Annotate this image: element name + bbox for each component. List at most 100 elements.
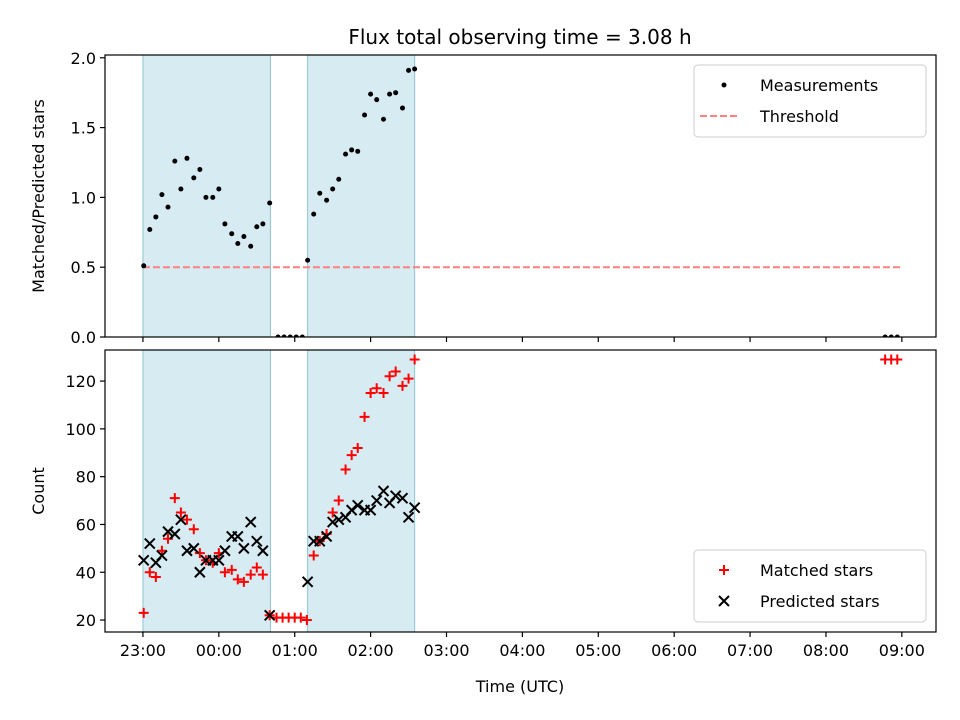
- point-0-22: [281, 334, 287, 337]
- point-1-7: [181, 545, 193, 557]
- point-1-6: [175, 513, 187, 526]
- y-tick-label-1-2: 60: [76, 515, 96, 534]
- x-axis-label: Time (UTC): [475, 677, 564, 696]
- shaded-interval-1: [307, 350, 416, 632]
- point-0-2: [153, 214, 159, 220]
- point-0-27: [311, 211, 317, 217]
- point-0-18: [251, 562, 262, 573]
- point-0-37: [374, 97, 380, 103]
- point-0-25: [295, 612, 306, 623]
- point-1-13: [219, 545, 231, 557]
- point-0-26: [305, 257, 311, 263]
- x-tick-label-5: 04:00: [499, 641, 545, 660]
- point-0-14: [226, 564, 237, 575]
- point-0-43: [412, 66, 418, 72]
- point-0-35: [359, 411, 370, 422]
- x-tick-label-0: 23:00: [120, 641, 166, 660]
- y-tick-label-0-0: 0.0: [71, 328, 96, 347]
- axes-frame-1: [104, 349, 937, 633]
- point-0-37: [371, 383, 382, 394]
- point-0-12: [216, 186, 222, 192]
- y-tick-label-1-0: 20: [76, 611, 96, 630]
- point-0-33: [349, 147, 355, 153]
- legend-box-1: [693, 549, 927, 623]
- plot-area-0: [141, 55, 902, 337]
- legend-label-0-1: Threshold: [759, 107, 839, 126]
- point-0-19: [257, 569, 268, 580]
- point-0-1: [144, 567, 155, 578]
- point-0-0: [141, 263, 147, 269]
- x-tick-label-9: 08:00: [803, 641, 849, 660]
- point-0-32: [343, 151, 349, 157]
- point-0-9: [194, 548, 205, 559]
- y-tick-label-0-3: 1.5: [71, 119, 96, 138]
- point-0-40: [393, 90, 399, 96]
- point-1-17: [245, 516, 257, 528]
- point-0-45: [888, 334, 894, 337]
- legend-label-1-0: Matched stars: [760, 561, 873, 580]
- point-0-11: [210, 194, 216, 200]
- point-0-25: [299, 334, 305, 337]
- point-0-30: [330, 186, 336, 192]
- point-0-7: [184, 155, 190, 161]
- point-0-32: [340, 464, 351, 475]
- figure-title: Flux total observing time = 3.08 h: [348, 25, 691, 49]
- point-1-23: [314, 535, 326, 547]
- x-tick-label-6: 05:00: [575, 641, 621, 660]
- point-1-19: [257, 545, 269, 557]
- y-axis-label-0: Matched/Predicted stars: [29, 99, 48, 293]
- x-tick-label-4: 03:00: [423, 641, 469, 660]
- x-tick-label-10: 09:00: [879, 641, 925, 660]
- point-0-21: [275, 334, 281, 337]
- point-0-39: [384, 371, 395, 382]
- point-0-0: [138, 607, 149, 618]
- x-tick-label-1: 00:00: [196, 641, 242, 660]
- y-tick-label-0-4: 2.0: [71, 49, 96, 68]
- point-1-35: [389, 490, 402, 502]
- legend-label-0-0: Measurements: [760, 76, 878, 95]
- point-0-42: [406, 67, 412, 73]
- point-0-17: [245, 569, 256, 580]
- point-0-16: [241, 233, 247, 239]
- point-0-1: [147, 227, 153, 233]
- point-0-39: [387, 91, 393, 97]
- y-tick-label-1-1: 40: [76, 563, 96, 582]
- point-0-18: [254, 224, 260, 230]
- point-1-20: [263, 609, 276, 621]
- point-0-42: [403, 373, 414, 384]
- point-0-19: [260, 221, 266, 227]
- point-0-31: [333, 495, 344, 506]
- shaded-interval-1: [307, 55, 416, 337]
- axes-frame-0: [104, 54, 937, 338]
- y-tick-label-1-4: 100: [65, 420, 96, 439]
- point-1-16: [238, 542, 250, 555]
- point-0-36: [365, 388, 376, 399]
- point-0-3: [156, 545, 167, 556]
- point-0-43: [409, 354, 420, 365]
- point-1-24: [320, 530, 333, 543]
- point-0-13: [222, 221, 228, 227]
- legend-label-1-1: Predicted stars: [760, 592, 880, 611]
- plot-area-1: [137, 350, 903, 632]
- point-0-15: [232, 574, 243, 585]
- point-0-31: [336, 176, 342, 182]
- point-1-4: [162, 525, 174, 538]
- y-tick-label-1-3: 80: [76, 468, 96, 487]
- point-0-8: [191, 175, 197, 181]
- point-0-16: [238, 576, 249, 587]
- point-0-34: [352, 442, 363, 453]
- legend-marker-1-1: [718, 595, 730, 607]
- point-1-1: [144, 537, 156, 550]
- point-1-31: [364, 504, 377, 516]
- point-0-23: [287, 334, 293, 337]
- top-panel: 0.0 0.5 1.0 1.5 2.0 Matched/Predicted stars Me…: [29, 49, 937, 347]
- point-0-8: [188, 524, 199, 535]
- point-0-41: [399, 105, 405, 111]
- point-1-0: [137, 554, 150, 567]
- point-1-3: [156, 549, 168, 562]
- point-1-29: [352, 499, 364, 512]
- point-1-12: [213, 554, 225, 567]
- x-tick-label-8: 07:00: [727, 641, 773, 660]
- point-1-5: [169, 528, 181, 540]
- point-0-30: [327, 507, 338, 518]
